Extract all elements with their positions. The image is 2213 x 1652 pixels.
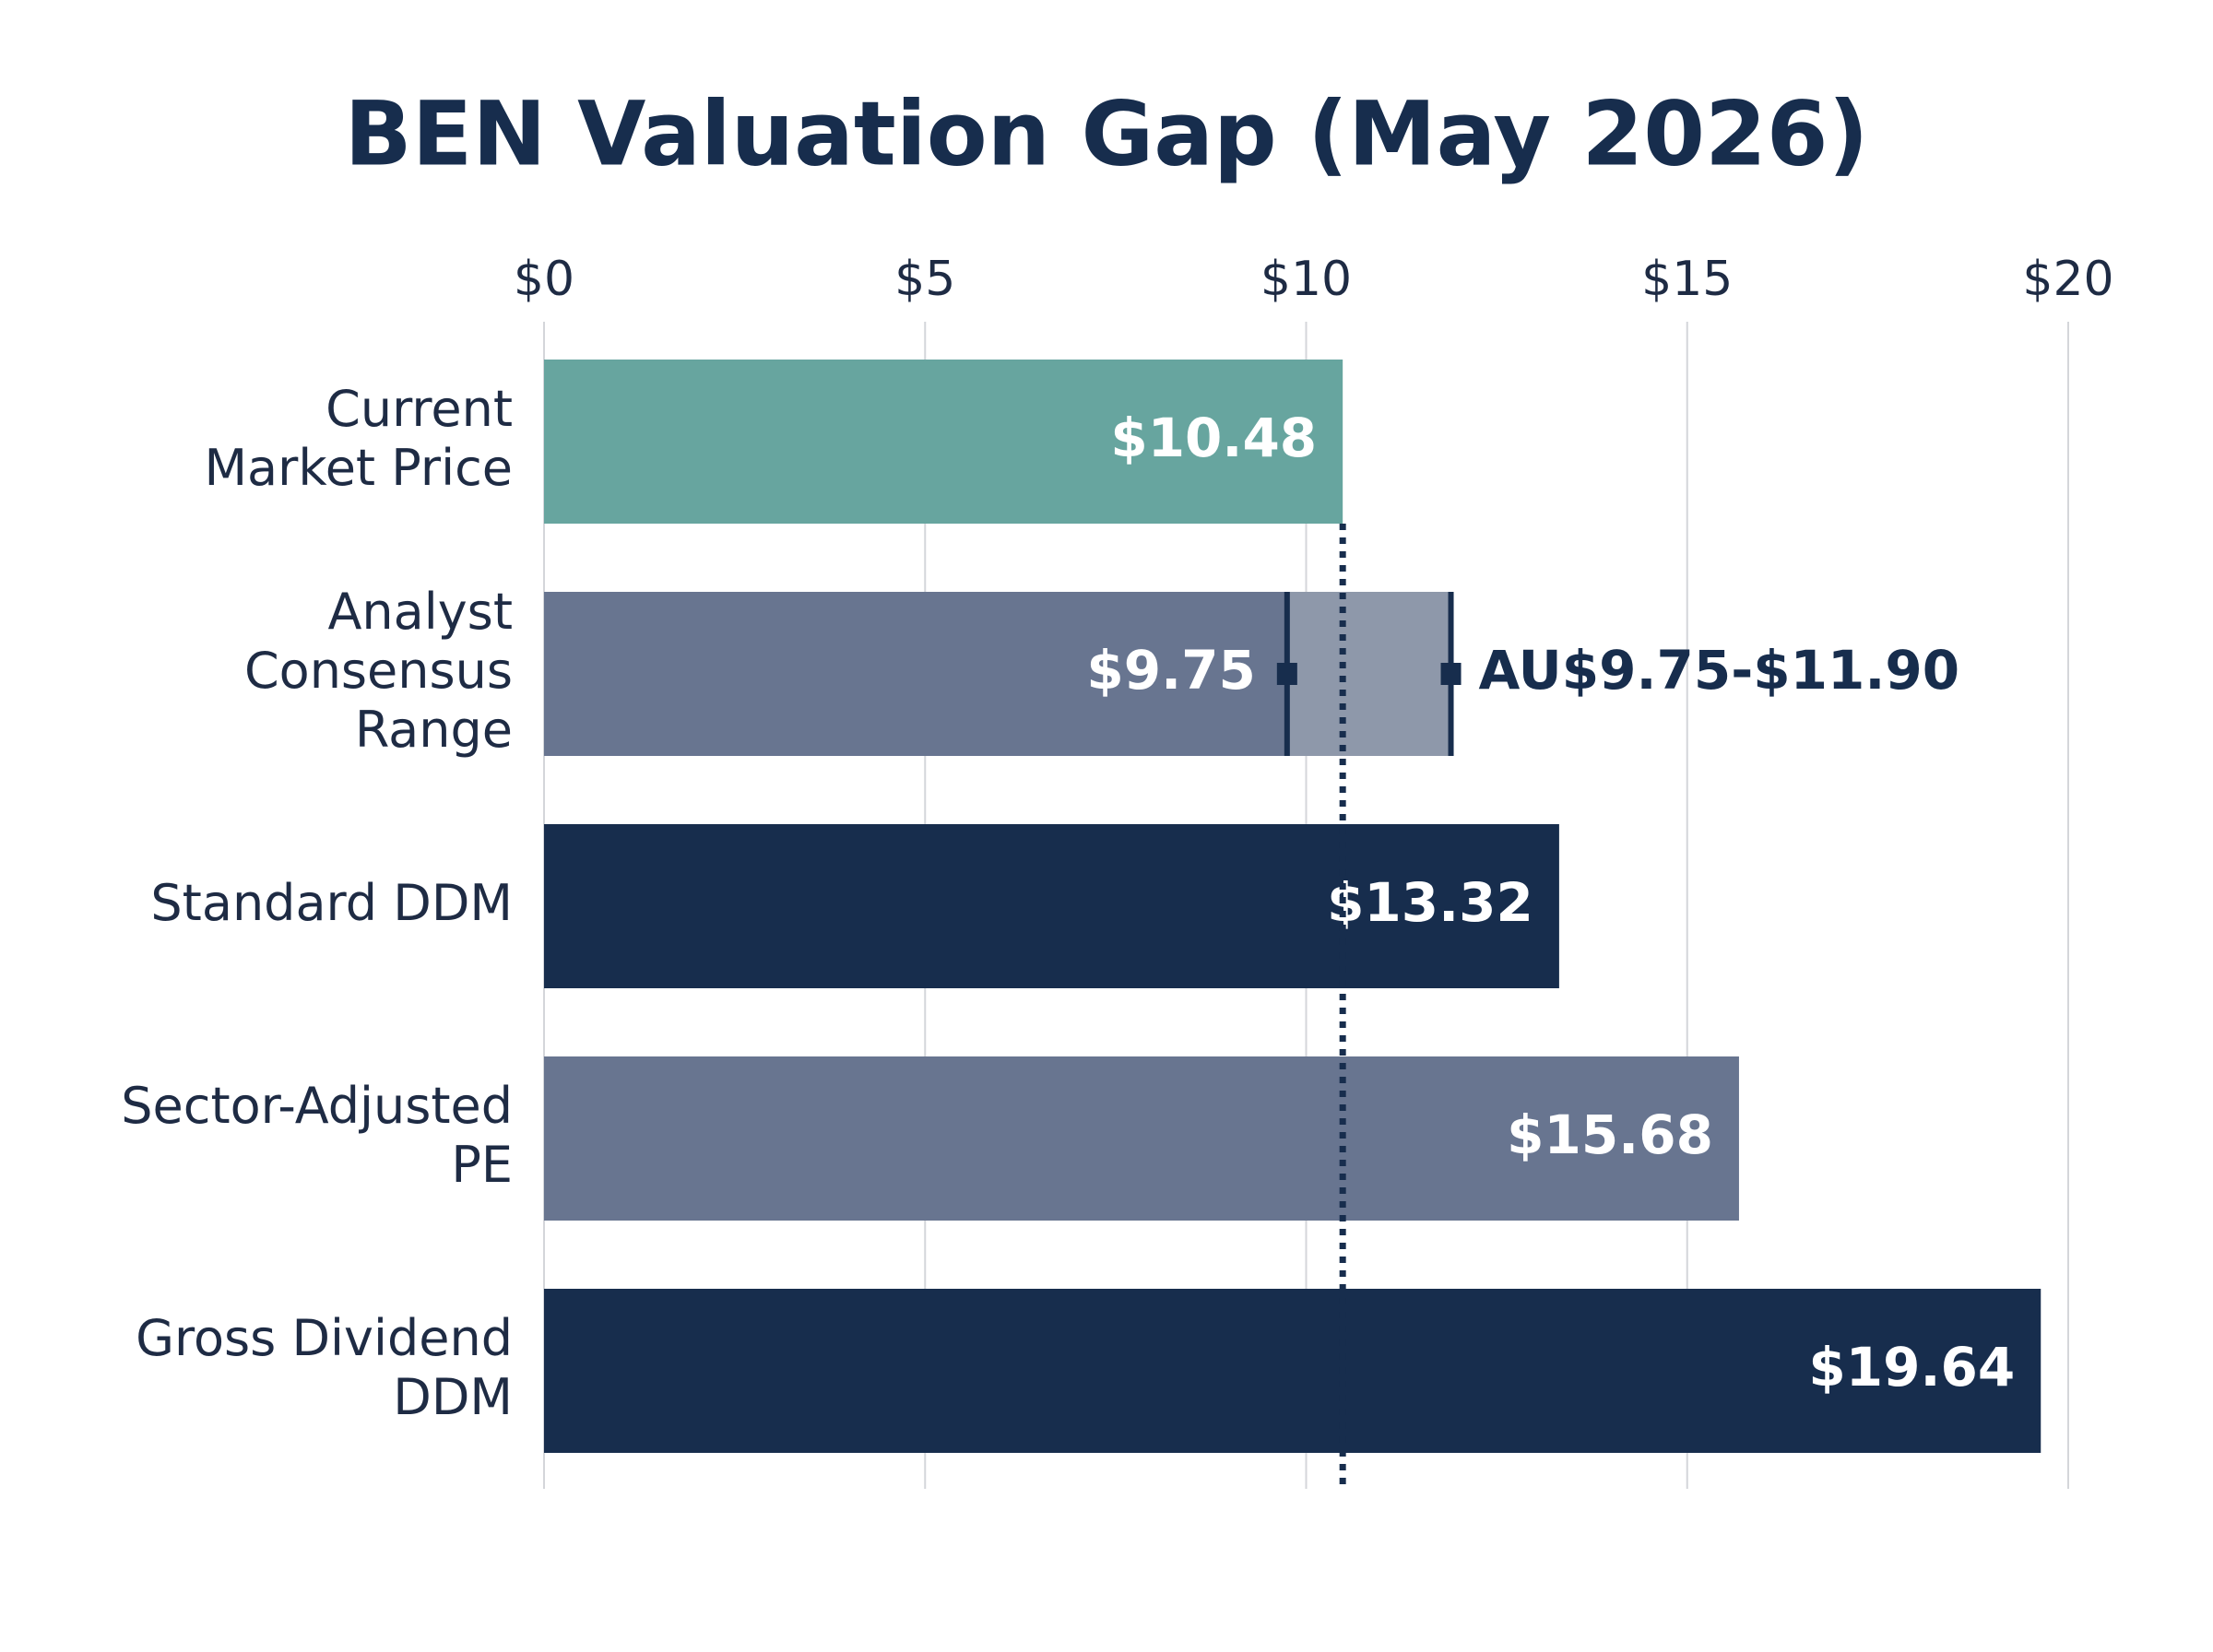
value-label: $10.48 <box>1110 407 1317 469</box>
x-tick-label: $20 <box>2022 252 2113 307</box>
range-cap <box>1276 663 1297 685</box>
y-tick-label: Gross Dividend DDM <box>136 1309 513 1426</box>
bar <box>544 592 1287 756</box>
y-tick-label: Standard DDM <box>150 874 513 932</box>
value-label: $19.64 <box>1808 1336 2015 1398</box>
bar <box>544 360 1343 524</box>
range-label: AU$9.75-$11.90 <box>1479 639 1960 702</box>
range-bar <box>1286 592 1451 756</box>
y-tick-label: Current Market Price <box>204 380 513 497</box>
value-label: $9.75 <box>1086 639 1255 702</box>
y-tick-label: Analyst Consensus Range <box>244 583 513 759</box>
bar <box>544 1056 1739 1221</box>
bar <box>544 1289 2041 1453</box>
value-label: $15.68 <box>1507 1103 1713 1166</box>
value-label: $13.32 <box>1327 871 1533 934</box>
x-tick-label: $5 <box>894 252 955 307</box>
y-tick-label: Sector-Adjusted PE <box>121 1077 513 1194</box>
x-tick-label: $15 <box>1641 252 1733 307</box>
x-tick-label: $0 <box>514 252 574 307</box>
x-tick-label: $10 <box>1260 252 1352 307</box>
range-cap <box>1440 663 1462 685</box>
chart-title: BEN Valuation Gap (May 2026) <box>345 82 1869 185</box>
bar <box>544 824 1559 988</box>
